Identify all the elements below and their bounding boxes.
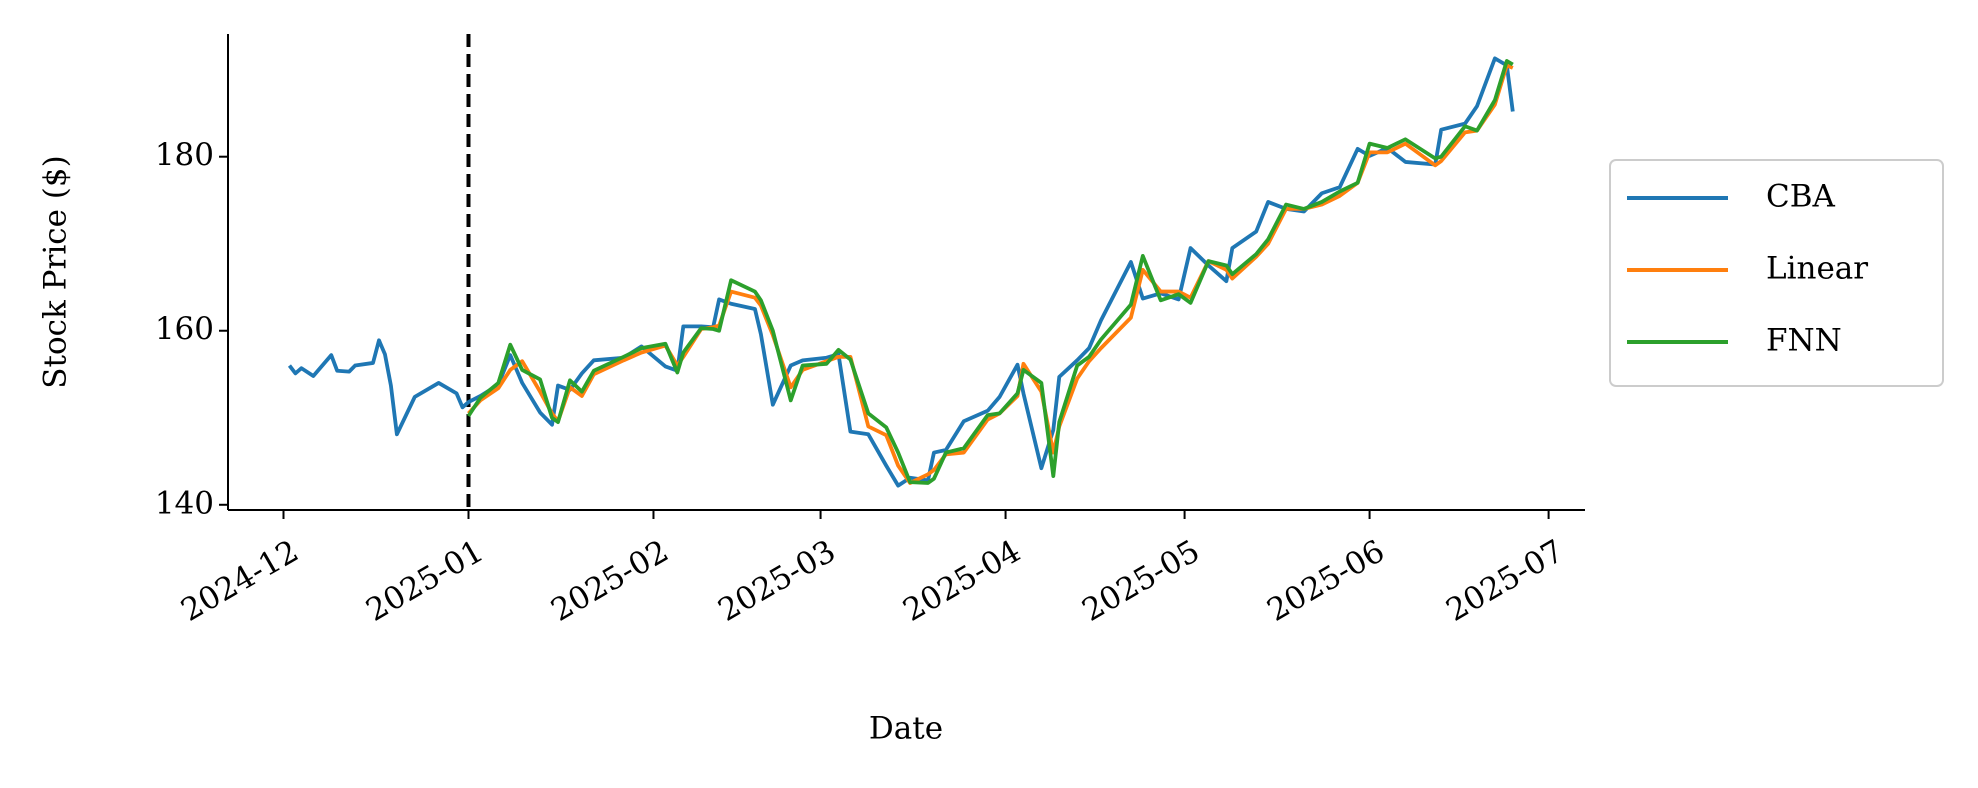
legend-label: CBA bbox=[1766, 179, 1836, 215]
x-tick-label: 2024-12 bbox=[175, 533, 305, 629]
x-tick-label: 2025-05 bbox=[1076, 533, 1206, 629]
series-line bbox=[287, 56, 1515, 488]
x-tick-label: 2025-01 bbox=[360, 533, 490, 629]
x-tick-label: 2025-04 bbox=[897, 533, 1027, 629]
y-tick-label: 180 bbox=[155, 137, 214, 173]
x-axis-label: Date bbox=[869, 711, 943, 747]
y-axis-label: Stock Price ($) bbox=[38, 155, 74, 388]
x-tick-label: 2025-06 bbox=[1261, 533, 1391, 629]
y-tick-label: 160 bbox=[155, 311, 214, 347]
y-tick-label: 140 bbox=[155, 485, 214, 521]
legend-box bbox=[1609, 159, 1944, 387]
x-tick-label: 2025-02 bbox=[545, 533, 675, 629]
legend-label: FNN bbox=[1766, 323, 1842, 359]
x-tick-label: 2025-07 bbox=[1440, 533, 1570, 629]
x-tick-label: 2025-03 bbox=[712, 533, 842, 629]
legend-label: Linear bbox=[1766, 251, 1868, 287]
series-line bbox=[466, 59, 1514, 485]
series-line bbox=[467, 63, 1514, 485]
